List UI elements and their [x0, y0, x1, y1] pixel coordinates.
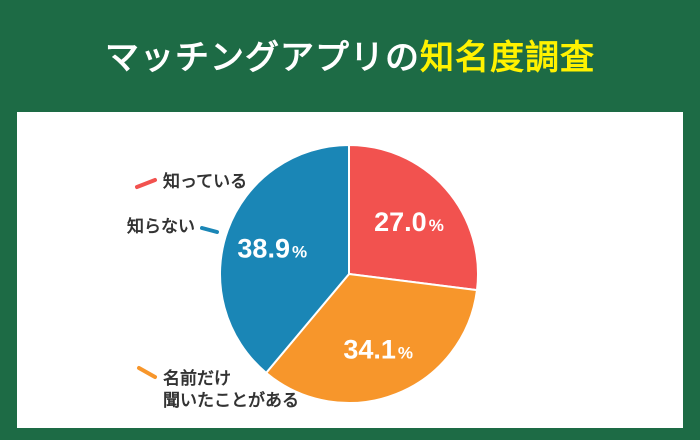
pie-slice-2: [264, 272, 479, 404]
leader-line-2: [137, 366, 157, 379]
slice-value-label-2: 34.1%: [343, 334, 413, 364]
category-label-2-line-1: 名前だけ: [163, 368, 231, 389]
category-label-3: 知らない: [126, 216, 195, 237]
title-bar: マッチングアプリの知名度調査: [0, 0, 700, 108]
category-label-2-line-2: 聞いたことがある: [163, 390, 299, 411]
slice-value-label-1: 27.0%: [374, 207, 444, 237]
chart-title: マッチングアプリの知名度調査: [105, 30, 595, 79]
title-accent-text: 知名度調査: [420, 37, 595, 78]
category-label-1: 知っている: [162, 171, 247, 192]
pie-slice-3: [219, 143, 350, 375]
pie-slice-1: [348, 143, 479, 292]
leader-line-3: [200, 226, 219, 234]
slice-value-label-3: 38.9%: [237, 234, 307, 264]
chart-panel: 27.0% 34.1% 38.9% 知っている名前だけ 聞いたことがある 知らない: [17, 112, 683, 428]
leader-line-1: [135, 178, 157, 189]
title-main-text: マッチングアプリの: [105, 37, 420, 78]
